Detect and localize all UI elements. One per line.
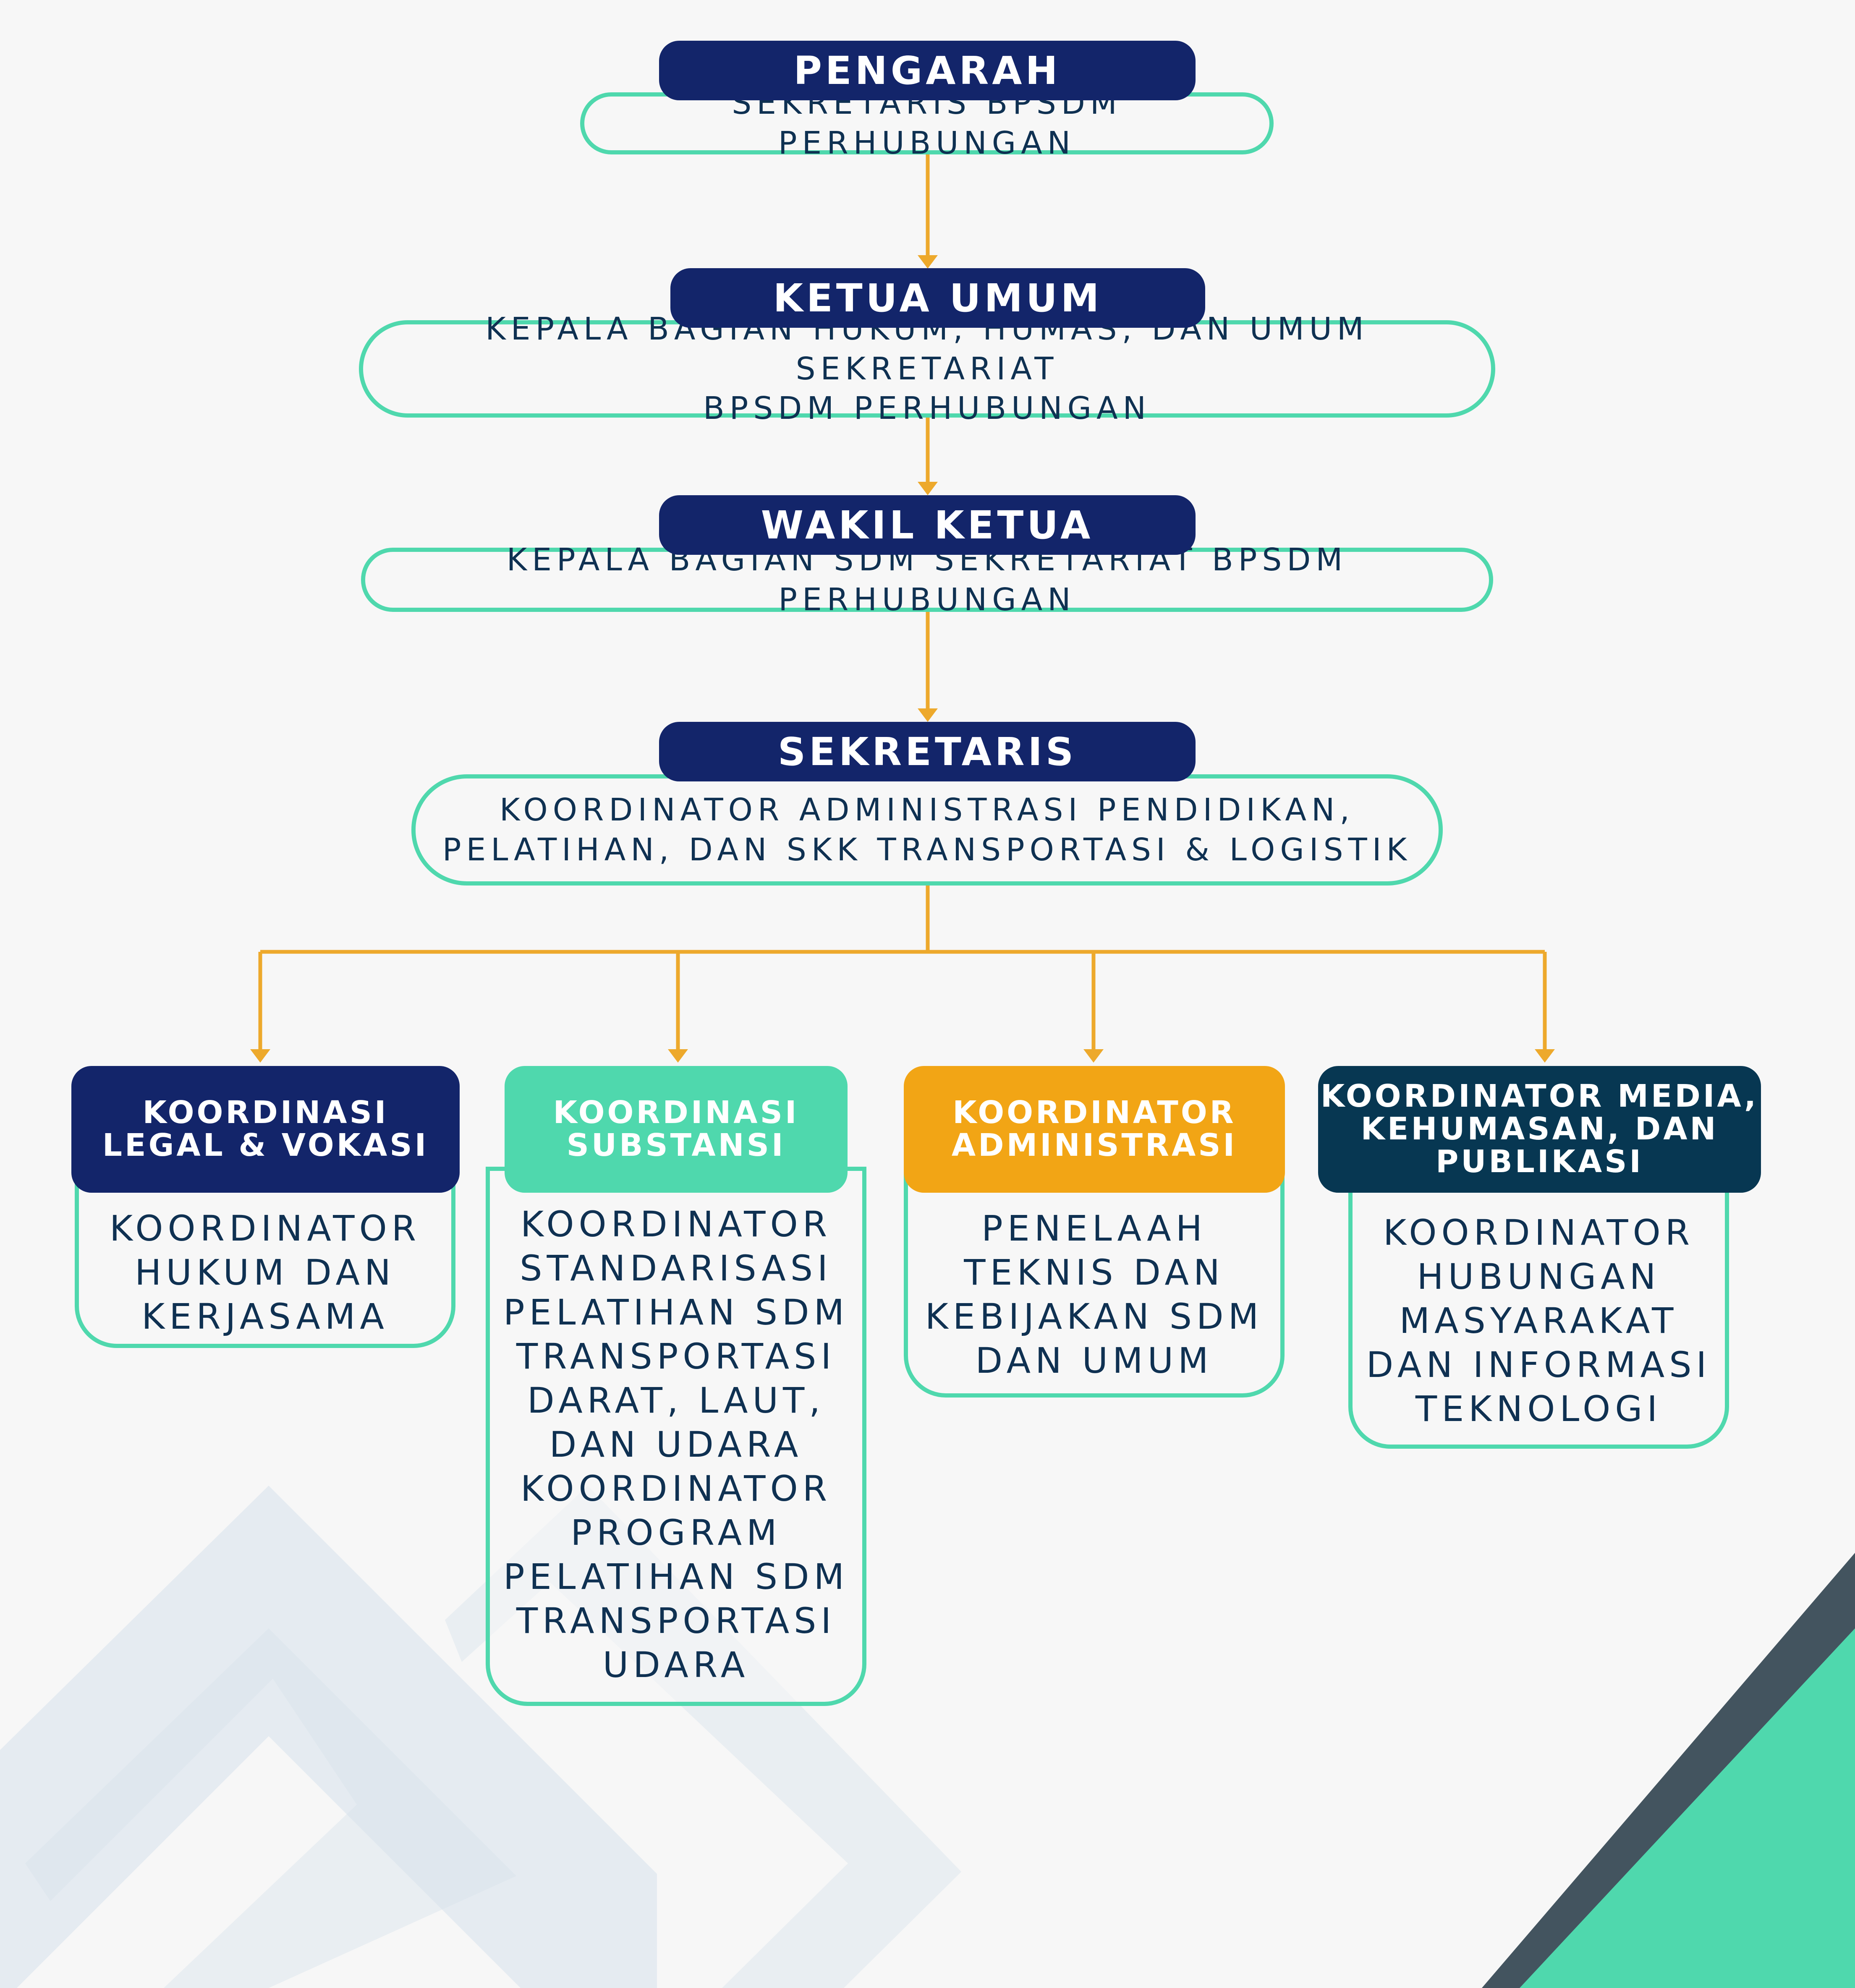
ketua-umum-title: KETUA UMUM: [670, 268, 1205, 328]
list-item: KOORDINATOR: [109, 1208, 421, 1249]
arrowhead-sekretaris: [918, 708, 938, 722]
division-media-box: KOORDINATOR HUBUNGAN MASYARAKAT DAN INFO…: [1348, 1175, 1729, 1449]
arrowhead-media: [1535, 1049, 1555, 1063]
deco-teal-triangle: [1520, 1628, 1855, 1988]
list-item: KERJASAMA: [141, 1296, 389, 1337]
list-item: DAN INFORMASI: [1366, 1344, 1711, 1385]
division-media-title-line-1: KOORDINATOR MEDIA,: [1320, 1078, 1759, 1115]
list-item: DAN UMUM: [975, 1340, 1213, 1381]
arrowhead-administrasi: [1083, 1049, 1104, 1063]
list-item: STANDARISASI: [520, 1248, 832, 1289]
pengarah-title: PENGARAH: [659, 41, 1196, 100]
arrowhead-ketua: [918, 255, 938, 269]
list-item: PELATIHAN SDM: [503, 1556, 849, 1597]
list-item: TEKNOLOGI: [1415, 1388, 1662, 1429]
list-item: DAN UDARA: [549, 1424, 803, 1465]
list-item: MASYARAKAT: [1399, 1300, 1678, 1341]
sekretaris-description-line-2: PELATIHAN, DAN SKK TRANSPORTASI & LOGIST…: [442, 831, 1412, 868]
division-media-title-line-3: PUBLIKASI: [1436, 1143, 1643, 1180]
list-item: TRANSPORTASI: [516, 1600, 836, 1641]
list-item: HUKUM DAN: [135, 1252, 395, 1293]
list-item: TEKNIS DAN: [964, 1252, 1224, 1293]
list-item: HUBUNGAN: [1417, 1256, 1661, 1297]
list-item: PENELAAH: [981, 1208, 1207, 1249]
division-administrasi-title-line-1: KOORDINATOR: [952, 1095, 1236, 1131]
ketua-umum-box: KEPALA BAGIAN HUKUM, HUMAS, DAN UMUM SEK…: [359, 311, 1495, 426]
list-item: PELATIHAN SDM: [503, 1292, 849, 1333]
division-media-title-line-2: KEHUMASAN, DAN: [1361, 1111, 1719, 1147]
list-item: KOORDINATOR: [1383, 1212, 1695, 1253]
division-media-title: KOORDINATOR MEDIA, KEHUMASAN, DAN PUBLIK…: [1318, 1066, 1761, 1193]
sekretaris-title: SEKRETARIS: [659, 722, 1196, 781]
list-item: DARAT, LAUT,: [527, 1380, 825, 1421]
division-legal-vokasi-title: KOORDINASI LEGAL & VOKASI: [71, 1066, 460, 1193]
arrowhead-legal: [250, 1049, 270, 1063]
deco-inner-chevron: [25, 1628, 516, 1988]
division-substansi-title: KOORDINASI SUBSTANSI: [505, 1066, 848, 1193]
wakil-ketua-title: WAKIL KETUA: [659, 495, 1196, 555]
division-legal-vokasi-box: KOORDINATOR HUKUM DAN KERJASAMA: [75, 1171, 455, 1348]
sekretaris-box: KOORDINATOR ADMINISTRASI PENDIDIKAN, PEL…: [411, 774, 1443, 886]
ketua-umum-description-line-2: BPSDM PERHUBUNGAN: [703, 390, 1151, 427]
list-item: PROGRAM: [570, 1512, 782, 1553]
division-substansi-title-line-2: SUBSTANSI: [566, 1127, 786, 1163]
list-item: KOORDINATOR: [520, 1468, 832, 1509]
arrowhead-substansi: [668, 1049, 688, 1063]
division-administrasi-title: KOORDINATOR ADMINISTRASI: [904, 1066, 1285, 1193]
deco-outer-chevron: [0, 1486, 657, 1988]
division-legal-vokasi-title-line-1: KOORDINASI: [142, 1095, 389, 1131]
list-item: UDARA: [602, 1644, 750, 1685]
list-item: KEBIJAKAN SDM: [925, 1296, 1264, 1337]
sekretaris-description-line-1: KOORDINATOR ADMINISTRASI PENDIDIKAN,: [500, 792, 1355, 828]
division-legal-vokasi-title-line-2: LEGAL & VOKASI: [102, 1127, 429, 1163]
list-item: KOORDINATOR: [520, 1204, 832, 1245]
arrowhead-wakil: [918, 482, 938, 495]
division-administrasi-title-line-2: ADMINISTRASI: [951, 1127, 1238, 1163]
division-substansi-box: KOORDINATOR STANDARISASI PELATIHAN SDM T…: [486, 1167, 866, 1706]
division-administrasi-box: PENELAAH TEKNIS DAN KEBIJAKAN SDM DAN UM…: [904, 1171, 1285, 1398]
pengarah-box: SEKRETARIS BPSDM PERHUBUNGAN: [580, 85, 1274, 161]
wakil-ketua-box: KEPALA BAGIAN SDM SEKRETARIAT BPSDM PERH…: [361, 542, 1493, 618]
list-item: TRANSPORTASI: [516, 1336, 836, 1377]
division-substansi-title-line-1: KOORDINASI: [553, 1095, 799, 1131]
